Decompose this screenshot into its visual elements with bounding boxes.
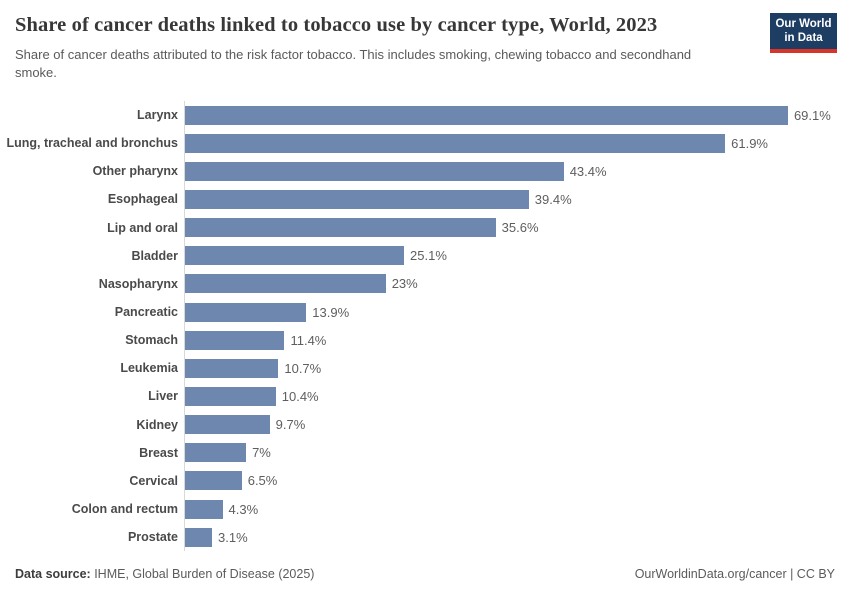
- bar[interactable]: [185, 443, 247, 463]
- data-source-value: IHME, Global Burden of Disease (2025): [90, 567, 315, 581]
- chart-header: Share of cancer deaths linked to tobacco…: [15, 14, 835, 82]
- bar[interactable]: [185, 133, 726, 153]
- category-label: Pancreatic: [114, 305, 178, 320]
- chart-footer: Data source: IHME, Global Burden of Dise…: [15, 567, 835, 581]
- bar-row: 3.1%: [185, 523, 835, 551]
- bar[interactable]: [185, 189, 529, 209]
- value-label: 39.4%: [534, 191, 572, 207]
- value-label: 3.1%: [218, 529, 248, 545]
- bar[interactable]: [185, 358, 279, 378]
- bar-row: 13.9%: [185, 298, 835, 326]
- value-label: 4.3%: [228, 501, 259, 517]
- bar[interactable]: [185, 499, 223, 519]
- bar[interactable]: [185, 161, 564, 181]
- value-label: 23%: [391, 276, 418, 292]
- data-source-note: Data source: IHME, Global Burden of Dise…: [15, 567, 314, 581]
- value-label: 9.7%: [275, 417, 306, 433]
- bar-row: 43.4%: [185, 157, 835, 185]
- bar-row: 69.1%: [185, 101, 835, 129]
- category-label: Bladder: [131, 248, 178, 263]
- category-label: Cervical: [129, 473, 178, 488]
- bar[interactable]: [185, 527, 213, 547]
- category-label: Lip and oral: [107, 220, 178, 235]
- bar-row: 35.6%: [185, 214, 835, 242]
- chart-subtitle: Share of cancer deaths attributed to the…: [15, 47, 692, 81]
- bar[interactable]: [185, 415, 270, 435]
- category-label: Breast: [139, 445, 178, 460]
- category-label: Colon and rectum: [71, 502, 178, 517]
- bar-row: 61.9%: [185, 129, 835, 157]
- bar-row: 23%: [185, 270, 835, 298]
- bar[interactable]: [185, 246, 405, 266]
- category-label: Leukemia: [120, 361, 178, 376]
- bar-row: 11.4%: [185, 326, 835, 354]
- value-label: 61.9%: [731, 135, 768, 151]
- category-label: Stomach: [125, 333, 178, 348]
- bar-row: 10.7%: [185, 354, 835, 382]
- bar-row: 9.7%: [185, 411, 835, 439]
- owid-logo: Our World in Data: [770, 13, 837, 53]
- bars-area: 69.1% 61.9% 43.4% 39.4% 35.6% 25.1% 23% 13.9% 11…: [184, 101, 835, 552]
- data-source-label: Data source:: [15, 567, 91, 581]
- credit-note: OurWorldinData.org/cancer | CC BY: [634, 567, 835, 581]
- bar-row: 4.3%: [185, 495, 835, 523]
- value-label: 11.4%: [290, 332, 327, 348]
- page-title: Share of cancer deaths linked to tobacco…: [15, 14, 658, 36]
- value-label: 25.1%: [410, 248, 447, 264]
- bar-row: 39.4%: [185, 185, 835, 213]
- owid-logo-line1: Our World: [775, 18, 832, 30]
- bar-chart: Larynx Lung, tracheal and bronchus Other p…: [6, 101, 835, 552]
- category-labels: Larynx Lung, tracheal and bronchus Other p…: [6, 101, 184, 551]
- owid-logo-line2: in Data: [784, 32, 823, 45]
- category-label: Liver: [148, 389, 178, 404]
- bar-row: 25.1%: [185, 242, 835, 270]
- value-label: 7%: [252, 445, 271, 461]
- category-label: Nasopharynx: [98, 276, 178, 291]
- bar-row: 10.4%: [185, 382, 835, 410]
- category-label: Other pharynx: [92, 164, 178, 179]
- category-label: Esophageal: [107, 192, 178, 207]
- bar[interactable]: [185, 386, 276, 406]
- value-label: 6.5%: [247, 473, 278, 489]
- value-label: 10.4%: [281, 388, 319, 404]
- bar[interactable]: [185, 471, 242, 491]
- category-label: Kidney: [136, 417, 178, 432]
- value-label: 69.1%: [793, 107, 831, 123]
- value-label: 35.6%: [501, 220, 539, 236]
- bar[interactable]: [185, 274, 386, 294]
- value-label: 10.7%: [284, 360, 322, 376]
- category-label: Prostate: [127, 530, 178, 545]
- category-label: Lung, tracheal and bronchus: [6, 136, 178, 151]
- bar[interactable]: [185, 105, 788, 125]
- value-label: 13.9%: [312, 304, 350, 320]
- value-label: 43.4%: [569, 163, 607, 179]
- bar[interactable]: [185, 218, 496, 238]
- bar-row: 6.5%: [185, 467, 835, 495]
- bar-row: 7%: [185, 439, 835, 467]
- bar[interactable]: [185, 302, 307, 322]
- category-label: Larynx: [137, 108, 178, 123]
- bar[interactable]: [185, 330, 285, 350]
